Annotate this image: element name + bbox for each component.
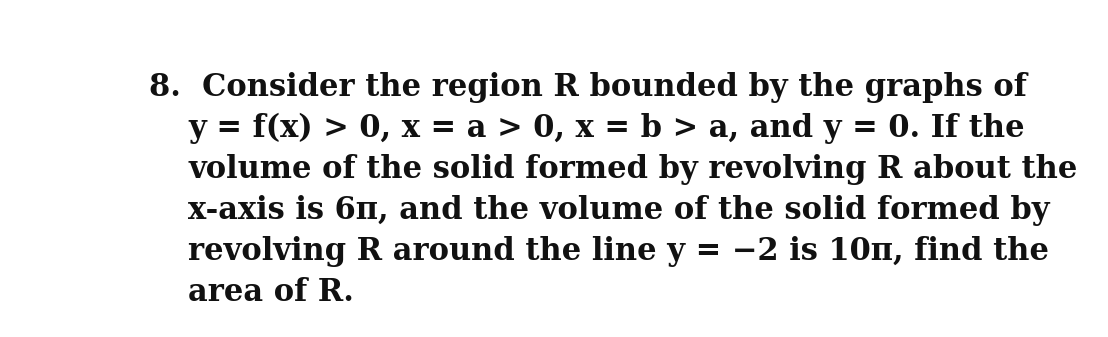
Text: y = f(x) > 0, x = a > 0, x = b > a, and y = 0. If the: y = f(x) > 0, x = a > 0, x = b > a, and …	[188, 113, 1025, 144]
Text: revolving R around the line y = −2 is 10π, find the: revolving R around the line y = −2 is 10…	[188, 236, 1049, 267]
Text: area of R.: area of R.	[188, 277, 355, 308]
Text: x-axis is 6π, and the volume of the solid formed by: x-axis is 6π, and the volume of the soli…	[188, 194, 1049, 225]
Text: 8.  Consider the region R bounded by the graphs of: 8. Consider the region R bounded by the …	[148, 71, 1027, 102]
Text: volume of the solid formed by revolving R about the: volume of the solid formed by revolving …	[188, 154, 1078, 185]
